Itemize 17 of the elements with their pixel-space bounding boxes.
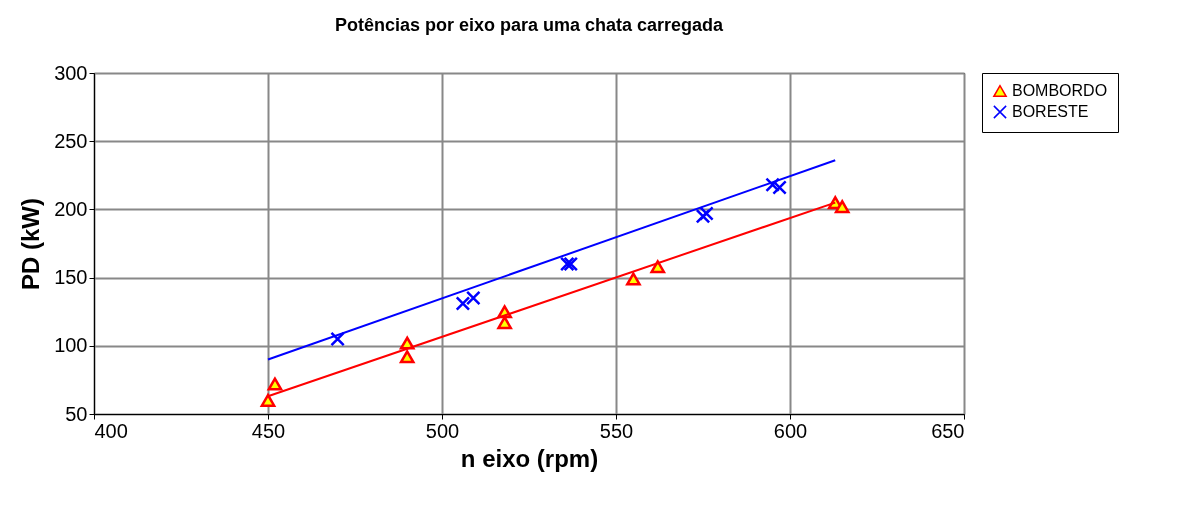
y-tick-label: 250 [54, 129, 88, 152]
x-tick-label: 500 [425, 419, 460, 442]
y-tick-label: 150 [54, 266, 88, 289]
chart-title: Potências por eixo para uma chata carregada [334, 15, 725, 35]
y-axis-title: PD (kW) [17, 198, 45, 290]
x-tick-label: 400 [94, 419, 128, 442]
x-tick-label: 550 [599, 419, 634, 442]
y-tick-label: 100 [54, 334, 88, 357]
x-tick-label: 600 [773, 419, 808, 442]
y-tick-label: 200 [54, 197, 88, 220]
legend-label: BOMBORDO [1012, 82, 1108, 99]
y-tick-label: 50 [65, 402, 88, 425]
legend-label: BORESTE [1012, 103, 1089, 120]
x-tick-label: 450 [251, 419, 286, 442]
y-tick-label: 300 [54, 61, 88, 84]
x-axis-title: n eixo (rpm) [460, 444, 599, 472]
x-tick-label: 650 [931, 419, 965, 442]
